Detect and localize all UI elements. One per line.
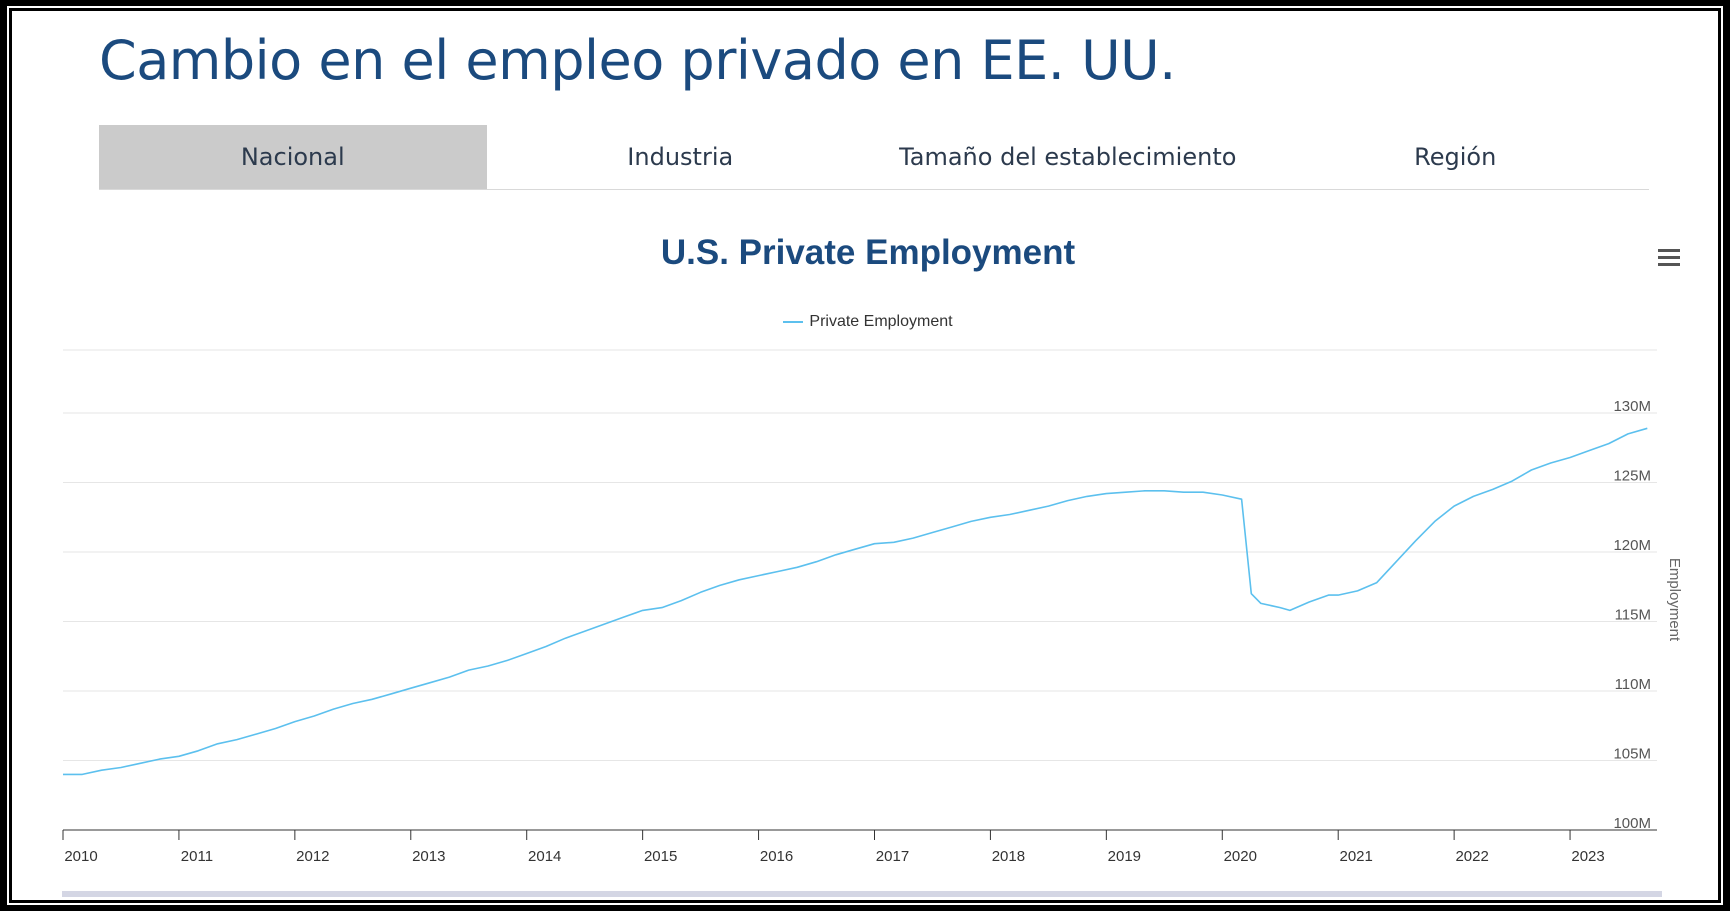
legend-label: Private Employment <box>809 313 953 330</box>
x-tick-label: 2015 <box>644 848 677 865</box>
hamburger-menu-icon[interactable] <box>1658 249 1680 267</box>
tab-nacional[interactable]: Nacional <box>99 125 487 189</box>
page-title: Cambio en el empleo privado en EE. UU. <box>99 29 1176 92</box>
x-tick-label: 2010 <box>64 848 97 865</box>
tab-region[interactable]: Región <box>1414 143 1497 171</box>
series-line-private-employment <box>63 427 1648 776</box>
y-tick-label: 110M <box>1615 676 1651 693</box>
chart-navigator-strip[interactable] <box>62 891 1662 897</box>
chart-legend[interactable]: Private Employment <box>12 313 1718 331</box>
tab-bar: Nacional Industria Tamaño del establecim… <box>99 125 1649 190</box>
x-tick-label: 2011 <box>181 848 213 865</box>
y-tick-label: 115M <box>1615 607 1651 624</box>
y-tick-label: 130M <box>1613 398 1651 415</box>
y-axis-title: Employment <box>1666 558 1683 642</box>
x-tick-label: 2017 <box>876 848 909 865</box>
y-tick-label: 120M <box>1613 537 1651 554</box>
chart-area: 100M 105M 110M 115M 120M 125M 130M 2010 2011 2012… <box>62 349 1683 865</box>
x-tick-label: 2012 <box>296 848 329 865</box>
tab-tamano-establecimiento[interactable]: Tamaño del establecimiento <box>899 143 1237 171</box>
y-tick-label: 100M <box>1613 815 1651 832</box>
x-tick-label: 2016 <box>760 848 793 865</box>
tab-industria[interactable]: Industria <box>627 143 734 171</box>
x-tick-label: 2021 <box>1340 848 1373 865</box>
x-tick-label: 2020 <box>1224 848 1257 865</box>
page-panel: Cambio en el empleo privado en EE. UU. N… <box>7 6 1723 905</box>
chart-title: U.S. Private Employment <box>660 233 1076 272</box>
x-tick-label: 2018 <box>992 848 1025 865</box>
x-tick-label: 2014 <box>528 848 561 865</box>
legend-swatch <box>783 321 804 323</box>
x-tick-label: 2019 <box>1108 848 1141 865</box>
x-tick-label: 2013 <box>412 848 445 865</box>
x-tick-label: 2023 <box>1571 848 1604 865</box>
y-tick-label: 125M <box>1613 468 1651 485</box>
y-tick-label: 105M <box>1613 746 1651 763</box>
x-tick-label: 2022 <box>1455 848 1488 865</box>
